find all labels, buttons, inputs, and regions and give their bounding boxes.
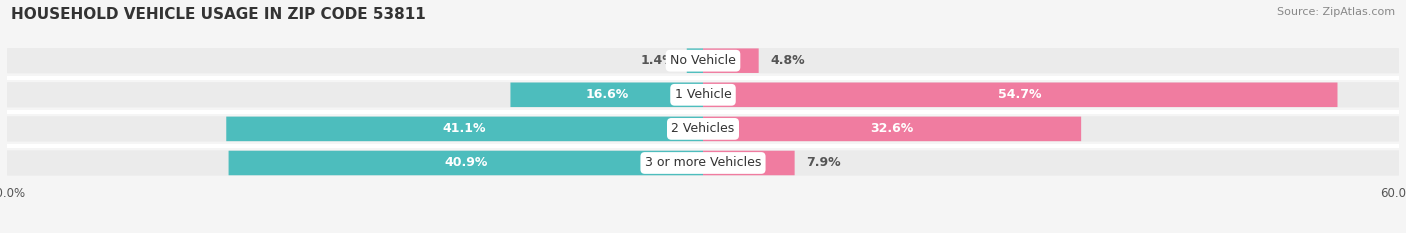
Text: 7.9%: 7.9% [806, 157, 841, 169]
FancyBboxPatch shape [229, 151, 703, 175]
FancyBboxPatch shape [703, 151, 794, 175]
FancyBboxPatch shape [510, 82, 703, 107]
Text: 3 or more Vehicles: 3 or more Vehicles [645, 157, 761, 169]
Text: 4.8%: 4.8% [770, 54, 804, 67]
FancyBboxPatch shape [7, 150, 1399, 176]
Text: 16.6%: 16.6% [585, 88, 628, 101]
FancyBboxPatch shape [686, 48, 703, 73]
Text: 1 Vehicle: 1 Vehicle [675, 88, 731, 101]
Text: Source: ZipAtlas.com: Source: ZipAtlas.com [1277, 7, 1395, 17]
Text: HOUSEHOLD VEHICLE USAGE IN ZIP CODE 53811: HOUSEHOLD VEHICLE USAGE IN ZIP CODE 5381… [11, 7, 426, 22]
FancyBboxPatch shape [226, 116, 703, 141]
Text: 54.7%: 54.7% [998, 88, 1042, 101]
Text: 32.6%: 32.6% [870, 122, 914, 135]
Text: No Vehicle: No Vehicle [671, 54, 735, 67]
FancyBboxPatch shape [7, 116, 1399, 141]
FancyBboxPatch shape [703, 48, 759, 73]
Text: 2 Vehicles: 2 Vehicles [672, 122, 734, 135]
FancyBboxPatch shape [703, 116, 1081, 141]
FancyBboxPatch shape [7, 48, 1399, 73]
Text: 41.1%: 41.1% [443, 122, 486, 135]
Text: 40.9%: 40.9% [444, 157, 488, 169]
Text: 1.4%: 1.4% [640, 54, 675, 67]
FancyBboxPatch shape [703, 82, 1337, 107]
FancyBboxPatch shape [7, 82, 1399, 107]
